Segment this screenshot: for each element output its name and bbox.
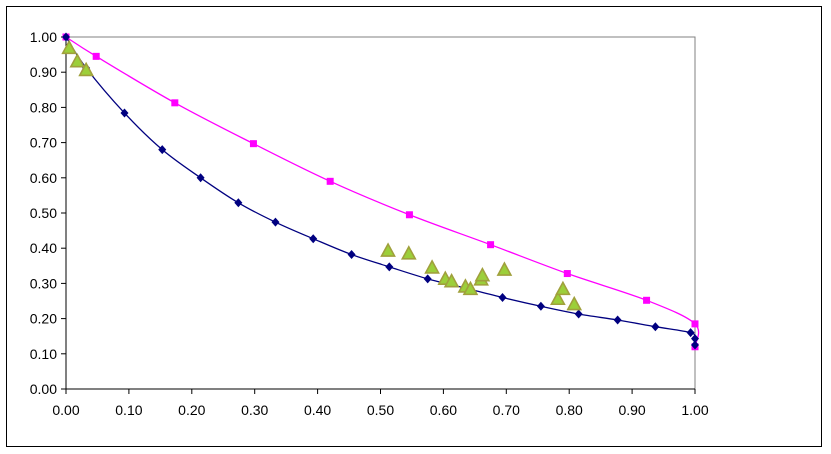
x-tick-label: 0.70	[493, 402, 520, 418]
y-tick-label: 1.00	[30, 29, 57, 45]
y-tick-label: 0.10	[30, 346, 57, 362]
data-point-diamond	[651, 322, 660, 332]
data-point-diamond	[574, 309, 583, 319]
data-point-square	[643, 296, 651, 304]
x-tick-label: 0.40	[304, 402, 331, 418]
data-point-diamond	[536, 301, 545, 311]
y-tick-label: 0.60	[30, 170, 57, 186]
data-point-square	[92, 52, 100, 60]
y-tick-label: 0.30	[30, 275, 57, 291]
data-point-diamond	[613, 315, 622, 325]
data-point-diamond	[423, 274, 432, 284]
data-point-triangle	[443, 272, 460, 288]
data-point-triangle	[69, 52, 86, 68]
x-tick-label: 0.60	[430, 402, 457, 418]
data-point-diamond	[385, 262, 394, 272]
y-axis: 0.00 0.10 0.20 0.30 0.40 0.50 0.60 0.70 0.80 0.90…	[30, 29, 67, 397]
data-point-triangle	[496, 261, 513, 276]
y-tick-label: 0.00	[30, 381, 57, 397]
x-tick-label: 0.00	[52, 402, 79, 418]
data-point-triangle	[550, 290, 566, 306]
y-tick-label: 0.70	[30, 135, 57, 151]
y-tick-label: 0.50	[30, 205, 57, 221]
data-point-triangle	[78, 61, 94, 77]
data-point-diamond	[347, 250, 356, 260]
data-point-diamond	[271, 217, 280, 227]
data-point-triangle	[61, 39, 77, 55]
data-point-diamond	[234, 198, 243, 208]
data-point-diamond	[196, 173, 205, 183]
y-tick-label: 0.90	[30, 64, 57, 80]
x-tick-label: 0.80	[556, 402, 583, 418]
data-point-square	[691, 320, 699, 328]
x-tick-label: 0.90	[618, 402, 645, 418]
x-tick-label: 0.10	[115, 402, 142, 418]
data-point-triangle	[462, 280, 479, 296]
x-tick-label: 0.20	[178, 402, 205, 418]
y-tick-label: 0.20	[30, 311, 57, 327]
x-tick-label: 0.30	[241, 402, 268, 418]
data-point-triangle	[474, 266, 491, 282]
data-point-square	[563, 270, 571, 278]
data-point-diamond	[498, 292, 507, 302]
series-diamond	[62, 32, 699, 350]
data-point-square	[405, 211, 413, 219]
data-point-triangle	[555, 280, 571, 296]
data-point-triangle	[400, 245, 417, 260]
y-tick-label: 0.40	[30, 240, 57, 256]
data-point-square	[249, 140, 257, 148]
data-point-triangle	[380, 242, 396, 257]
series-triangle	[61, 39, 583, 311]
data-point-square	[487, 241, 495, 249]
data-point-diamond	[691, 340, 699, 350]
data-point-square	[326, 177, 334, 185]
data-point-triangle	[566, 295, 583, 311]
x-tick-label: 1.00	[681, 402, 708, 418]
data-point-diamond	[309, 234, 318, 244]
y-tick-label: 0.80	[30, 99, 57, 115]
data-point-diamond	[158, 145, 167, 155]
series-layer	[61, 32, 700, 351]
data-point-triangle	[424, 259, 440, 274]
data-point-diamond	[120, 108, 129, 118]
data-point-diamond	[691, 334, 699, 344]
data-point-diamond	[62, 32, 70, 42]
data-point-diamond	[686, 328, 695, 338]
x-axis: 0.00 0.10 0.20 0.30 0.40 0.50 0.60 0.70 0.80 0.90…	[52, 388, 709, 418]
data-point-square	[171, 99, 179, 107]
plot-area	[65, 36, 696, 390]
x-tick-label: 0.50	[367, 402, 394, 418]
